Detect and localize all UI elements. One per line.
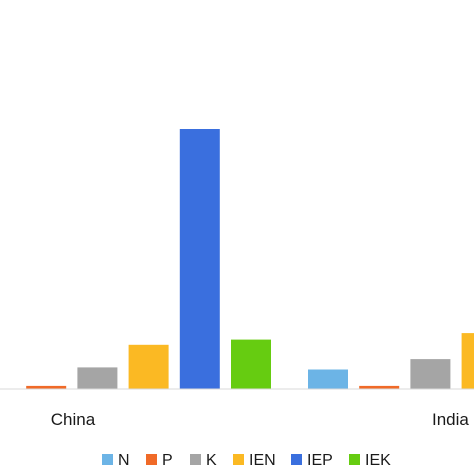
bar-k-india <box>410 359 451 389</box>
bar-k-china <box>77 367 118 389</box>
legend-label-p: P <box>162 452 173 469</box>
bar-n-india <box>308 369 348 389</box>
legend-label-k: K <box>206 452 217 469</box>
bar-ien-china <box>128 344 169 389</box>
legend-swatch-iep <box>291 454 302 465</box>
legend-label-iep: IEP <box>307 452 333 469</box>
bar-p-china <box>26 385 67 389</box>
bar-iep-china <box>179 129 220 389</box>
legend-swatch-ien <box>233 454 244 465</box>
legend-label-ien: IEN <box>249 452 276 469</box>
legend: N P K IEN IEP IEK <box>102 452 391 469</box>
category-label-india: India <box>432 410 469 429</box>
legend-swatch-iek <box>349 454 360 465</box>
bar-iek-china <box>231 339 271 389</box>
category-label-china: China <box>51 410 96 429</box>
category-labels: China India <box>51 410 470 429</box>
legend-label-n: N <box>118 452 130 469</box>
legend-swatch-p <box>146 454 157 465</box>
legend-swatch-k <box>190 454 201 465</box>
bar-p-india <box>359 385 400 389</box>
legend-swatch-n <box>102 454 113 465</box>
legend-label-iek: IEK <box>365 452 391 469</box>
bars-layer <box>0 129 474 389</box>
bar-ien-india <box>461 333 474 389</box>
